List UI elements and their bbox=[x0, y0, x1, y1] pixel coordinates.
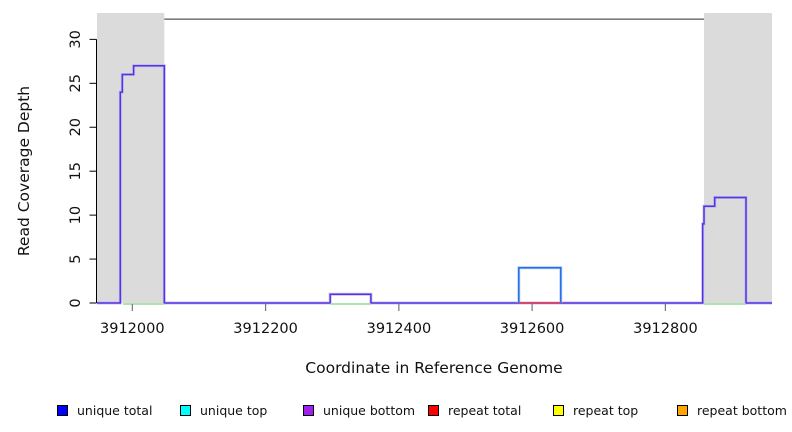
x-tick-label: 3912200 bbox=[233, 321, 298, 337]
legend-item-unique-bottom: unique bottom bbox=[303, 402, 415, 418]
shaded-region bbox=[704, 13, 772, 303]
x-tick-label: 3912600 bbox=[500, 321, 565, 337]
baseline-marks bbox=[122, 302, 747, 305]
legend-item-repeat-bottom: repeat bottom bbox=[677, 402, 787, 418]
coverage-line-unique-top-halo bbox=[517, 266, 563, 303]
y-tick-label: 15 bbox=[68, 162, 84, 180]
legend-swatch bbox=[180, 404, 191, 416]
coverage-line-unique-bottom-halo bbox=[97, 64, 772, 305]
legend-swatch bbox=[553, 404, 564, 416]
y-tick-label: 30 bbox=[68, 30, 84, 48]
y-tick-label: 25 bbox=[68, 74, 84, 92]
y-tick-label: 0 bbox=[68, 298, 84, 307]
x-tick-label: 3912000 bbox=[100, 321, 165, 337]
legend-label: repeat bottom bbox=[697, 402, 787, 418]
coverage-line-unique-top bbox=[518, 267, 562, 303]
x-tick-label: 3912400 bbox=[367, 321, 432, 337]
legend-item-unique-top: unique top bbox=[180, 402, 267, 418]
legend-label: repeat total bbox=[448, 402, 522, 418]
legend-swatch bbox=[677, 404, 688, 416]
legend-swatch bbox=[428, 404, 439, 416]
legend-label: unique total bbox=[77, 402, 153, 418]
legend-swatch bbox=[57, 404, 68, 416]
legend-item-repeat-total: repeat total bbox=[428, 402, 521, 418]
legend: unique total unique top unique bottom repea… bbox=[0, 402, 792, 426]
y-tick-label: 20 bbox=[68, 118, 84, 136]
x-tick-label: 3912800 bbox=[633, 321, 698, 337]
legend-label: repeat top bbox=[573, 402, 639, 418]
y-tick-label: 5 bbox=[68, 254, 84, 263]
legend-label: unique top bbox=[200, 402, 268, 418]
shaded-regions bbox=[97, 13, 772, 303]
shaded-region bbox=[97, 13, 165, 303]
coverage-lines bbox=[97, 64, 772, 305]
y-tick-label: 10 bbox=[68, 206, 84, 224]
y-axis-title: Read Coverage Depth bbox=[15, 86, 33, 256]
legend-label: unique bottom bbox=[323, 402, 416, 418]
legend-item-unique-total: unique total bbox=[57, 402, 152, 418]
legend-swatch bbox=[303, 404, 314, 416]
coverage-line-unique-bottom bbox=[97, 64, 772, 304]
legend-item-repeat-top: repeat top bbox=[553, 402, 638, 418]
x-axis-title: Coordinate in Reference Genome bbox=[305, 359, 562, 377]
axes: 0 5 10 15 20 25 30 3912000 3912200 3912400 3912600… bbox=[68, 30, 698, 337]
